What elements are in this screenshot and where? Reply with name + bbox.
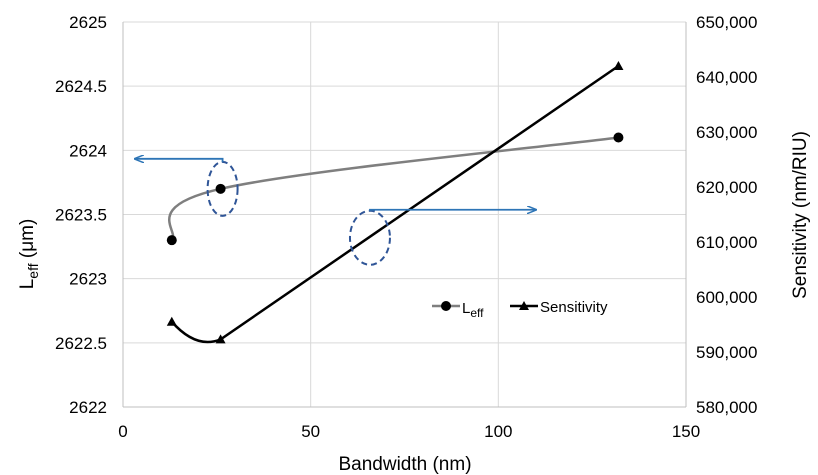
- y-tick-label: 2624.5: [55, 77, 107, 96]
- y-axis-title: Leff (μm): [17, 219, 41, 290]
- y-axis-title-sub: eff: [25, 263, 41, 278]
- axes: [122, 22, 687, 408]
- annotation-arrow-right: [369, 210, 536, 211]
- data-point-leff: [166, 235, 177, 246]
- y2-tick-label: 620,000: [696, 178, 757, 197]
- legend: Leff Sensitivity: [432, 299, 608, 320]
- legend-sensitivity-label: Sensitivity: [540, 299, 608, 316]
- y-axis-title-unit: (μm): [17, 219, 38, 264]
- series-line-leff: [168, 136, 619, 242]
- data-point-leff: [613, 132, 624, 143]
- legend-leff-sub: eff: [470, 306, 484, 320]
- y2-tick-label: 590,000: [696, 343, 757, 362]
- y2-tick-label: 640,000: [696, 68, 757, 87]
- y-tick-label: 2625: [69, 13, 107, 32]
- series-layer: [166, 61, 624, 344]
- legend-leff-name: L: [462, 300, 470, 317]
- x-axis-title: Bandwidth (nm): [338, 454, 471, 475]
- y-tick-label: 2622: [69, 398, 107, 417]
- x-tick-label: 50: [301, 422, 320, 441]
- y2-axis-title: Sensitivity (nm/RIU): [790, 131, 811, 299]
- y-tick-label: 2624: [69, 141, 107, 160]
- x-tick-label: 0: [118, 422, 127, 441]
- legend-leff-marker: [441, 301, 451, 311]
- y-axis-title-main: L: [17, 279, 38, 290]
- legend-sensitivity-marker: [519, 301, 529, 310]
- y2-tick-label: 630,000: [696, 123, 757, 142]
- y2-tick-label: 580,000: [696, 398, 757, 417]
- y2-tick-label: 600,000: [696, 288, 757, 307]
- y-tick-label: 2623.5: [55, 206, 107, 225]
- data-point-leff: [215, 183, 226, 194]
- x-tick-label: 150: [672, 422, 700, 441]
- tick-labels: 2622 2622.5 2623 2623.5 2624 2624.5 2625 580,00…: [55, 13, 757, 441]
- annotation-arrow-left: [135, 159, 224, 162]
- x-tick-label: 100: [484, 422, 512, 441]
- data-point-sensitivity: [166, 316, 177, 326]
- data-point-sensitivity: [613, 61, 624, 70]
- y-tick-label: 2623: [69, 270, 107, 289]
- y2-tick-label: 650,000: [696, 13, 757, 32]
- y2-tick-label: 610,000: [696, 233, 757, 252]
- annotations: [135, 159, 536, 266]
- y-tick-label: 2622.5: [55, 334, 107, 353]
- data-point-sensitivity: [215, 334, 226, 344]
- legend-leff-label: Leff: [462, 300, 484, 320]
